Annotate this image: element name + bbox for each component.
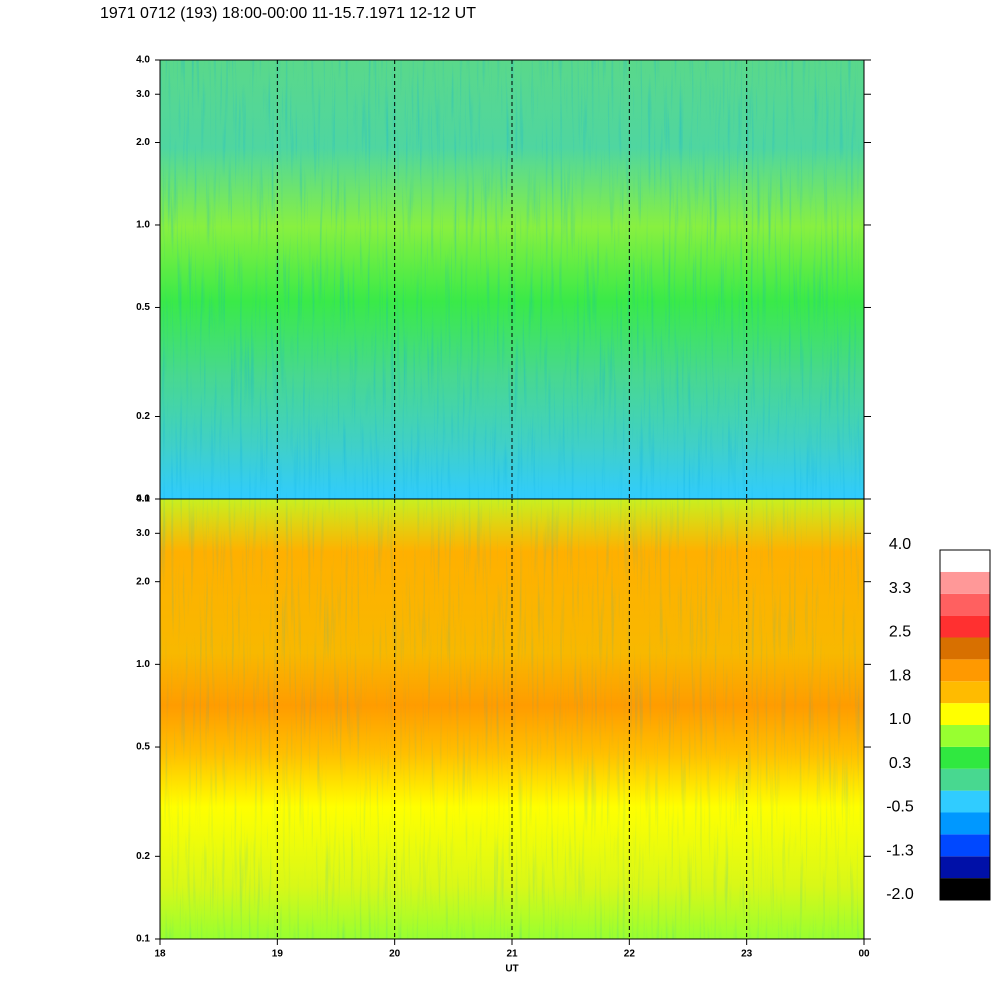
y-tick-label: 0.2 xyxy=(136,411,150,422)
colorbar-label: 1.8 xyxy=(889,667,911,684)
colorbar-swatch xyxy=(940,550,990,572)
y-tick-label: 2.0 xyxy=(136,137,150,148)
colorbar-swatch xyxy=(940,856,990,879)
colorbar-swatch xyxy=(940,768,990,791)
colorbar-label: -1.3 xyxy=(886,842,914,859)
colorbar-swatch xyxy=(940,659,990,682)
y-tick-label: 1.0 xyxy=(136,220,150,231)
colorbar-label: -0.5 xyxy=(886,799,914,816)
colorbar-frame xyxy=(939,549,991,901)
colorbar-label: 1.0 xyxy=(889,711,911,728)
x-tick-label: 19 xyxy=(272,949,284,960)
x-tick-label: 23 xyxy=(741,949,753,960)
y-tick-label: 2.0 xyxy=(136,576,150,587)
y-tick-label: 0.5 xyxy=(136,302,150,313)
x-tick-label: 22 xyxy=(624,949,636,960)
colorbar-swatch xyxy=(940,703,990,725)
y-tick-label: 0.1 xyxy=(136,494,150,505)
colorbar-label: 3.3 xyxy=(889,580,911,597)
colorbar-swatch xyxy=(940,571,990,594)
colorbar-swatch xyxy=(940,878,990,900)
x-tick-label: 18 xyxy=(154,949,166,960)
y-tick-label: 0.1 xyxy=(136,934,150,945)
y-tick-label: 4.0 xyxy=(136,494,150,505)
colorbar-swatch xyxy=(940,637,990,660)
x-tick-label: 21 xyxy=(506,949,518,960)
y-tick-label: 1.0 xyxy=(136,659,150,670)
colorbar-swatch xyxy=(940,681,990,704)
colorbar-swatch xyxy=(940,834,990,857)
colorbar-swatch xyxy=(940,725,990,747)
colorbar-label: -2.0 xyxy=(886,886,914,903)
x-tick-label: 20 xyxy=(389,949,401,960)
x-tick-label: 00 xyxy=(858,949,870,960)
colorbar-swatch xyxy=(940,615,990,638)
y-tick-label: 4.0 xyxy=(136,55,150,66)
colorbar-label: 0.3 xyxy=(889,755,911,772)
y-tick-label: 0.5 xyxy=(136,742,150,753)
colorbar-label: 2.5 xyxy=(889,624,911,641)
colorbar-swatch xyxy=(940,812,990,835)
y-tick-label: 3.0 xyxy=(136,528,150,539)
colorbar-label: 4.0 xyxy=(889,536,911,553)
colorbar-swatch xyxy=(940,746,990,769)
y-tick-label: 3.0 xyxy=(136,89,150,100)
colorbar-swatch xyxy=(940,790,990,813)
colorbar-swatch xyxy=(940,593,990,616)
y-tick-label: 0.2 xyxy=(136,851,150,862)
chart-title: 1971 0712 (193) 18:00-00:00 11-15.7.1971… xyxy=(100,5,476,22)
x-axis-label: UT xyxy=(505,964,518,975)
